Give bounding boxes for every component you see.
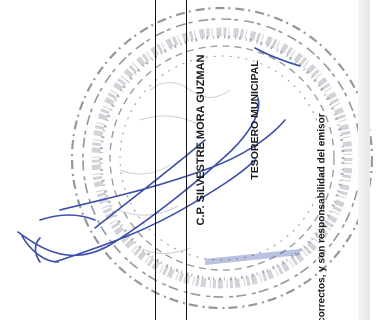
table-rule-right xyxy=(186,0,187,320)
signatory-name: C.P. SILVESTRE MORA GUZMAN xyxy=(195,54,207,226)
disclaimer-text: te correctos, y son responsabilidad del … xyxy=(316,113,328,320)
table-rule-left xyxy=(155,0,156,320)
scan-edge xyxy=(358,0,370,320)
signature-strokes xyxy=(17,47,301,263)
signatory-title: TESORERO MUNICIPAL xyxy=(249,60,261,180)
